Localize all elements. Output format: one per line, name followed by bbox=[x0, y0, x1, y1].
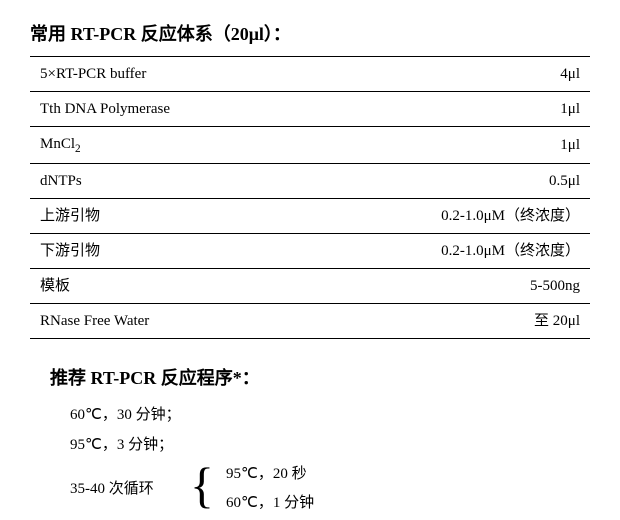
reagent-name: MnCl2 bbox=[30, 127, 302, 164]
reagent-value: 0.5μl bbox=[302, 164, 590, 199]
cycle-count-label: 35-40 次循环 bbox=[70, 474, 190, 504]
title2-suffix: 反应程序*： bbox=[156, 368, 260, 388]
title2-prefix: 推荐 bbox=[50, 368, 91, 388]
reagent-name: dNTPs bbox=[30, 164, 302, 199]
reaction-system-title: 常用 RT-PCR 反应体系（20μl）： bbox=[30, 20, 590, 46]
reaction-program-title: 推荐 RT-PCR 反应程序*： bbox=[50, 364, 590, 390]
cycle-step-2: 60℃，1 分钟 bbox=[226, 489, 314, 518]
reagent-value: 4μl bbox=[302, 57, 590, 92]
cycle-step2-temp: 60℃， bbox=[226, 495, 273, 511]
reagent-table: 5×RT-PCR buffer4μlTth DNA Polymerase1μlM… bbox=[30, 56, 590, 339]
brace-icon: { bbox=[190, 463, 214, 508]
reagent-name: 模板 bbox=[30, 269, 302, 304]
table-row: MnCl21μl bbox=[30, 127, 590, 164]
cycle-step2-time: 1 分钟 bbox=[273, 495, 314, 511]
table-row: 模板5-500ng bbox=[30, 269, 590, 304]
reagent-name: 5×RT-PCR buffer bbox=[30, 57, 302, 92]
reagent-name: 下游引物 bbox=[30, 234, 302, 269]
reagent-name: Tth DNA Polymerase bbox=[30, 92, 302, 127]
table-row: 5×RT-PCR buffer4μl bbox=[30, 57, 590, 92]
program-steps: 60℃，30 分钟； 95℃，3 分钟； 35-40 次循环 { 95℃，20 … bbox=[70, 400, 590, 517]
program-cycle-row: 35-40 次循环 { 95℃，20 秒 60℃，1 分钟 bbox=[70, 460, 590, 517]
title1-latin: RT-PCR bbox=[71, 24, 137, 44]
table-row: Tth DNA Polymerase1μl bbox=[30, 92, 590, 127]
table-row: RNase Free Water至 20μl bbox=[30, 304, 590, 339]
cycle-step1-temp: 95℃， bbox=[226, 466, 273, 482]
step1-time: 30 分钟； bbox=[117, 407, 181, 423]
title2-latin: RT-PCR bbox=[91, 368, 157, 388]
title1-prefix: 常用 bbox=[30, 24, 71, 44]
table-row: 上游引物0.2-1.0μM（终浓度） bbox=[30, 199, 590, 234]
title1-suffix: 反应体系（20μl）： bbox=[136, 24, 291, 44]
program-step-2: 95℃，3 分钟； bbox=[70, 430, 590, 460]
reagent-value: 1μl bbox=[302, 127, 590, 164]
reagent-value: 0.2-1.0μM（终浓度） bbox=[302, 199, 590, 234]
table-row: 下游引物0.2-1.0μM（终浓度） bbox=[30, 234, 590, 269]
step2-time: 3 分钟； bbox=[117, 437, 173, 453]
step1-temp: 60℃， bbox=[70, 407, 117, 423]
reagent-value: 0.2-1.0μM（终浓度） bbox=[302, 234, 590, 269]
reagent-name: RNase Free Water bbox=[30, 304, 302, 339]
cycle-steps: 95℃，20 秒 60℃，1 分钟 bbox=[226, 460, 314, 517]
cycle-step1-time: 20 秒 bbox=[273, 466, 307, 482]
reagent-value: 1μl bbox=[302, 92, 590, 127]
reagent-name: 上游引物 bbox=[30, 199, 302, 234]
reagent-value: 至 20μl bbox=[302, 304, 590, 339]
program-step-1: 60℃，30 分钟； bbox=[70, 400, 590, 430]
reagent-value: 5-500ng bbox=[302, 269, 590, 304]
step2-temp: 95℃， bbox=[70, 437, 117, 453]
table-row: dNTPs0.5μl bbox=[30, 164, 590, 199]
cycle-step-1: 95℃，20 秒 bbox=[226, 460, 314, 489]
